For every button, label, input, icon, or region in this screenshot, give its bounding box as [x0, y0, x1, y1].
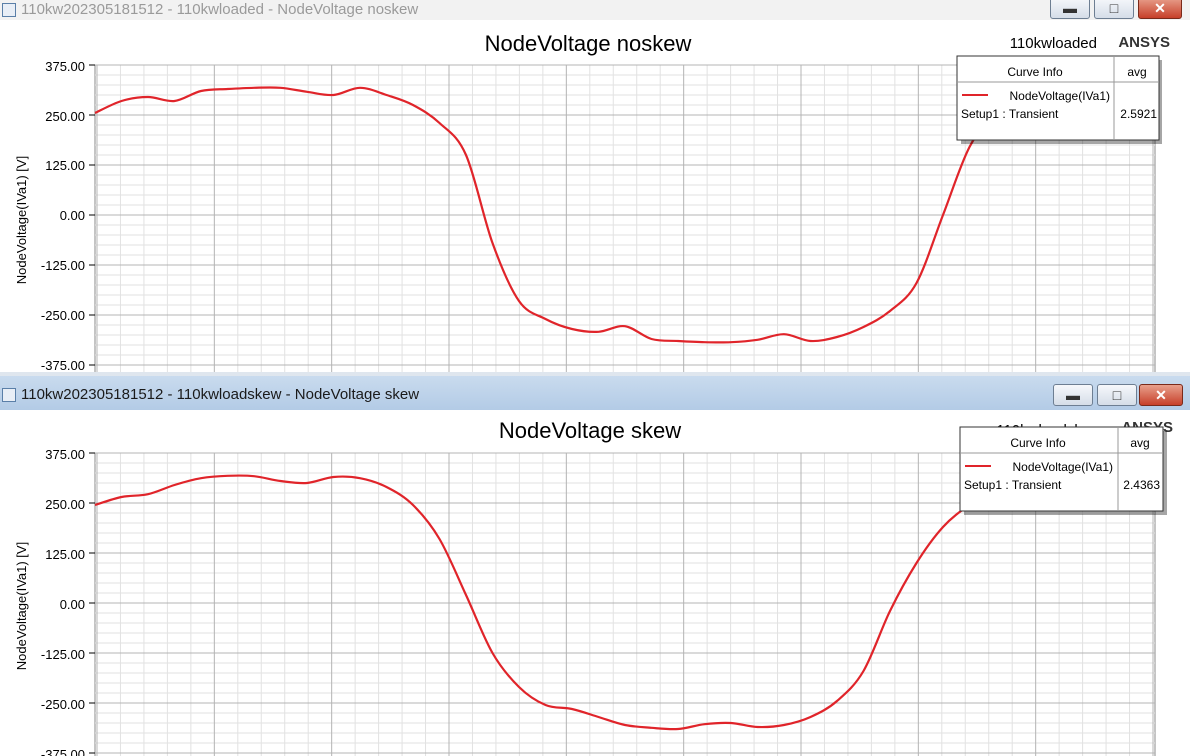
window-title: 110kw202305181512 - 110kwloaded - NodeVo…: [21, 1, 419, 18]
legend-series-name: NodeVoltage(IVa1): [1009, 89, 1110, 103]
maximize-icon: □: [1112, 387, 1122, 403]
design-name: 110kwloaded: [1010, 35, 1097, 52]
curve-info-legend[interactable]: Curve Info avg NodeVoltage(IVa1) Setup1 …: [959, 426, 1167, 515]
window-titlebar[interactable]: 110kw202305181512 - 110kwloadskew - Node…: [0, 376, 1190, 410]
plot-area[interactable]: NodeVoltage skew 110kwloadskew ANSYS Nod…: [0, 410, 1190, 756]
y-tick-label: 375.00: [45, 447, 85, 462]
legend-col-avg: avg: [1130, 436, 1149, 450]
y-tick-label: 250.00: [45, 497, 85, 512]
minimize-button[interactable]: ▬: [1050, 0, 1090, 19]
close-icon: ✕: [1155, 387, 1167, 403]
legend-box: [959, 426, 1164, 512]
y-tick-label: -125.00: [41, 647, 85, 662]
y-tick-label: 0.00: [60, 597, 85, 612]
y-tick-label: 125.00: [45, 547, 85, 562]
window-titlebar[interactable]: 110kw202305181512 - 110kwloaded - NodeVo…: [0, 0, 1190, 20]
maximize-button[interactable]: □: [1097, 384, 1137, 406]
y-tick-label: 0.00: [60, 208, 85, 223]
y-tick-label: -125.00: [41, 258, 85, 273]
minimize-icon: ▬: [1066, 387, 1080, 403]
legend-col-avg: avg: [1127, 65, 1146, 79]
app-icon: [2, 388, 16, 402]
maximize-button[interactable]: □: [1094, 0, 1134, 19]
minimize-button[interactable]: ▬: [1053, 384, 1093, 406]
window-gap: [0, 372, 1190, 376]
y-tick-labels: 375.00 250.00 125.00 0.00 -125.00 -250.0…: [41, 447, 85, 756]
y-tick-label: 375.00: [45, 59, 85, 74]
legend-series-name: NodeVoltage(IVa1): [1012, 460, 1113, 474]
y-tick-label: 250.00: [45, 109, 85, 124]
plot-area[interactable]: NodeVoltage noskew 110kwloaded ANSYS Nod…: [0, 20, 1190, 372]
plot-window-skew: 110kw202305181512 - 110kwloadskew - Node…: [0, 376, 1190, 756]
close-button[interactable]: ✕: [1139, 384, 1183, 406]
legend-header: Curve Info: [1010, 436, 1066, 450]
close-button[interactable]: ✕: [1138, 0, 1182, 19]
legend-avg-value: 2.5921: [1120, 107, 1157, 121]
y-tick-label: -250.00: [41, 697, 85, 712]
plot-title: NodeVoltage skew: [499, 418, 681, 443]
major-grid: [89, 64, 1155, 372]
plot-title: NodeVoltage noskew: [485, 31, 692, 56]
y-tick-label: -375.00: [41, 747, 85, 756]
y-tick-label: -375.00: [41, 358, 85, 372]
y-tick-label: -250.00: [41, 308, 85, 323]
y-tick-labels: 375.00 250.00 125.00 0.00 -125.00 -250.0…: [41, 59, 85, 372]
minimize-icon: ▬: [1063, 0, 1077, 16]
window-title: 110kw202305181512 - 110kwloadskew - Node…: [21, 386, 420, 403]
y-axis-label: NodeVoltage(IVa1) [V]: [14, 156, 29, 284]
legend-header: Curve Info: [1007, 65, 1063, 79]
close-icon: ✕: [1154, 0, 1166, 16]
curve-info-legend[interactable]: Curve Info avg NodeVoltage(IVa1) Setup1 …: [956, 55, 1162, 144]
ansys-logo: ANSYS: [1118, 34, 1170, 51]
legend-setup: Setup1 : Transient: [964, 478, 1062, 492]
app-icon: [2, 3, 16, 17]
plot-window-noskew: 110kw202305181512 - 110kwloaded - NodeVo…: [0, 0, 1190, 372]
y-tick-label: 125.00: [45, 158, 85, 173]
legend-setup: Setup1 : Transient: [961, 107, 1059, 121]
maximize-icon: □: [1109, 0, 1119, 16]
legend-box: [956, 55, 1160, 141]
y-axis-label: NodeVoltage(IVa1) [V]: [14, 542, 29, 670]
legend-avg-value: 2.4363: [1123, 478, 1160, 492]
